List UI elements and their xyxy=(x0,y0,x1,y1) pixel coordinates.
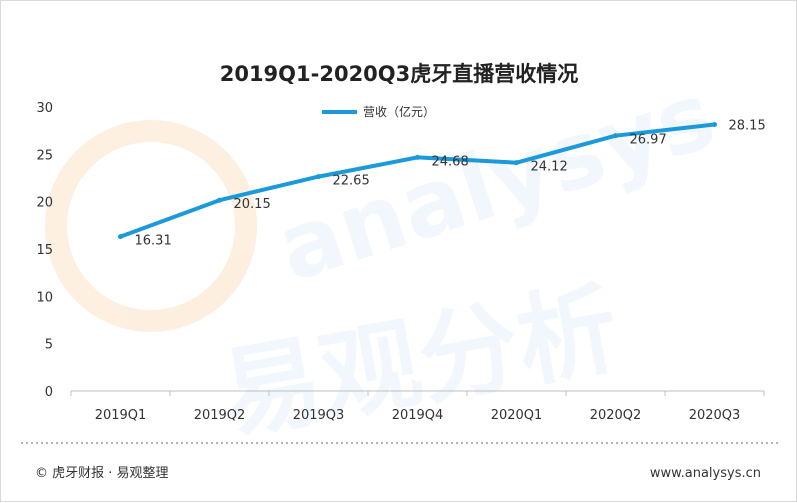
data-label: 26.97 xyxy=(630,133,667,148)
y-tick-label: 5 xyxy=(45,338,53,353)
footer-source: © 虎牙财报 · 易观整理 xyxy=(35,466,169,481)
y-tick-label: 25 xyxy=(36,148,53,163)
y-tick-label: 15 xyxy=(36,243,53,258)
data-point xyxy=(613,133,618,139)
x-tick-label: 2020Q2 xyxy=(590,408,642,423)
x-tick-label: 2020Q3 xyxy=(689,408,741,423)
y-tick-label: 10 xyxy=(36,290,53,305)
legend-label: 营收（亿元） xyxy=(363,104,435,119)
watermark-swirl-icon xyxy=(45,120,257,332)
watermark-chinese: 易观分析 xyxy=(213,270,627,455)
x-tick-label: 2020Q1 xyxy=(491,408,543,423)
data-point xyxy=(316,174,321,180)
watermark: analysys 易观分析 xyxy=(45,61,727,455)
data-label: 16.31 xyxy=(135,234,172,249)
data-label: 24.12 xyxy=(531,160,568,175)
y-axis-ticks: 0 5 10 15 20 25 30 xyxy=(36,101,53,400)
data-point xyxy=(415,154,420,160)
series-layer: 16.31 20.15 22.65 24.68 24.12 26.97 28.15 xyxy=(118,119,766,249)
data-label: 22.65 xyxy=(333,174,370,189)
y-tick-label: 30 xyxy=(36,101,53,116)
legend: 营收（亿元） xyxy=(322,104,435,119)
y-tick-label: 20 xyxy=(36,196,53,211)
data-point xyxy=(514,160,519,166)
x-tick-label: 2019Q2 xyxy=(194,408,246,423)
footer-website: www.analysys.cn xyxy=(650,466,761,481)
data-point xyxy=(217,197,222,203)
x-tick-label: 2019Q4 xyxy=(392,408,444,423)
data-point xyxy=(712,122,717,128)
y-tick-label: 0 xyxy=(45,385,53,400)
data-label: 24.68 xyxy=(432,154,469,169)
x-tick-label: 2019Q1 xyxy=(95,408,147,423)
data-label: 20.15 xyxy=(234,197,271,212)
x-tick-label: 2019Q3 xyxy=(293,408,345,423)
chart-title: 2019Q1-2020Q3虎牙直播营收情况 xyxy=(220,62,579,86)
data-point xyxy=(118,234,123,240)
data-label: 28.15 xyxy=(729,119,766,134)
x-axis-ticks: 2019Q1 2019Q2 2019Q3 2019Q4 2020Q1 2020Q2 2020… xyxy=(70,391,765,423)
